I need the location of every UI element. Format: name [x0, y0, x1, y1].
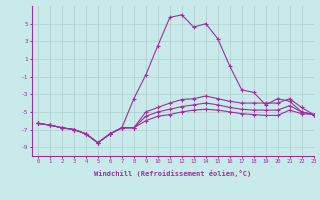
- X-axis label: Windchill (Refroidissement éolien,°C): Windchill (Refroidissement éolien,°C): [94, 170, 252, 177]
